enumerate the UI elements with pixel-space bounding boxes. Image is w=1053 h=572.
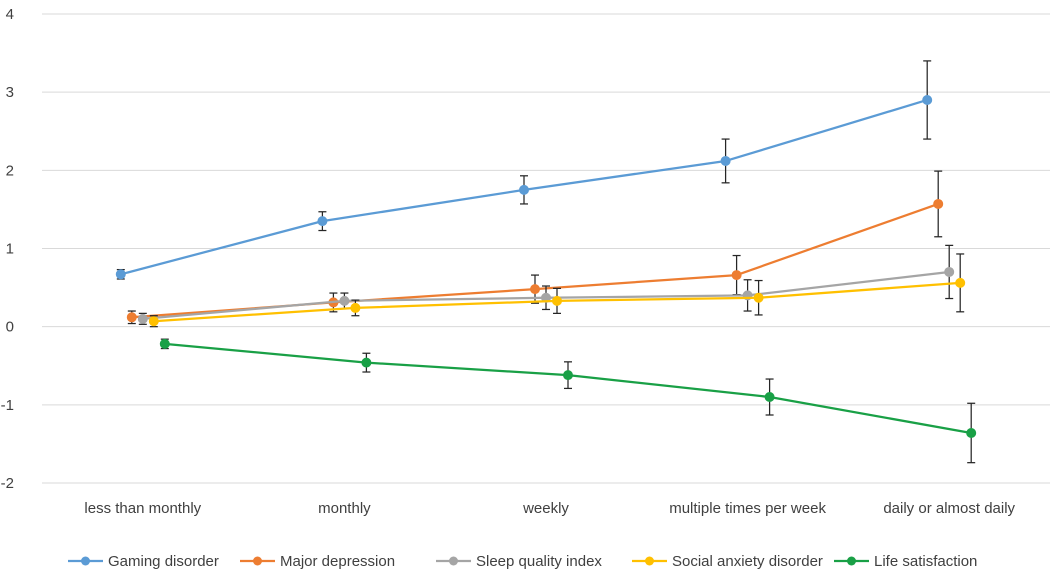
data-point <box>361 357 372 368</box>
series-lines <box>115 60 977 464</box>
legend: Gaming disorder Major depression Sleep qua… <box>68 553 977 570</box>
legend-label: Life satisfaction <box>874 553 977 570</box>
data-point <box>519 184 529 195</box>
y-tick-label: 3 <box>6 84 14 101</box>
y-tick-label: 4 <box>6 6 14 23</box>
data-point <box>944 266 955 277</box>
legend-item: Life satisfaction <box>834 553 977 570</box>
x-tick-label: multiple times per week <box>669 500 826 517</box>
legend-marker <box>847 556 856 566</box>
data-point <box>933 198 944 209</box>
data-point <box>720 155 731 166</box>
y-tick-label: -1 <box>1 397 14 414</box>
x-tick-label: less than monthly <box>84 500 201 517</box>
legend-item: Major depression <box>240 553 395 570</box>
legend-label: Gaming disorder <box>108 553 219 570</box>
series-life-satisfaction <box>159 338 977 464</box>
legend-label: Sleep quality index <box>476 553 602 570</box>
y-tick-label: 2 <box>6 162 14 179</box>
data-point <box>764 392 775 403</box>
data-point <box>955 277 966 288</box>
data-point <box>339 295 350 306</box>
y-tick-label: 1 <box>6 241 14 258</box>
legend-label: Major depression <box>280 553 395 570</box>
legend-item: Social anxiety disorder <box>632 553 823 570</box>
data-point <box>753 292 764 303</box>
data-point <box>563 370 573 381</box>
x-tick-label: daily or almost daily <box>883 500 1015 517</box>
legend-marker <box>449 556 458 566</box>
series-sleep-quality-index <box>137 244 955 325</box>
legend-label: Social anxiety disorder <box>672 553 823 570</box>
data-point <box>115 269 126 280</box>
y-axis-ticks: -2 -1 0 1 2 3 4 <box>1 6 14 492</box>
x-tick-label: monthly <box>318 500 371 517</box>
data-point <box>148 316 159 327</box>
data-point <box>530 284 540 295</box>
y-tick-label: 0 <box>6 319 14 336</box>
y-tick-label: -2 <box>1 475 14 492</box>
legend-item: Sleep quality index <box>436 553 602 570</box>
data-point <box>137 313 148 324</box>
data-point <box>731 270 742 281</box>
legend-marker <box>253 556 262 566</box>
legend-marker <box>81 556 90 566</box>
data-point <box>159 338 170 349</box>
legend-item: Gaming disorder <box>68 553 219 570</box>
legend-marker <box>645 556 654 566</box>
data-point <box>966 427 977 438</box>
data-point <box>317 216 328 227</box>
series-social-anxiety-disorder <box>148 253 966 328</box>
data-point <box>126 312 137 323</box>
data-point <box>350 302 361 313</box>
gridlines <box>42 13 1050 484</box>
data-point <box>552 295 562 306</box>
series-gaming-disorder <box>115 60 933 280</box>
x-axis-ticks: less than monthly monthly weekly multiple t… <box>84 500 1015 517</box>
data-point <box>922 94 933 105</box>
x-tick-label: weekly <box>522 500 569 517</box>
